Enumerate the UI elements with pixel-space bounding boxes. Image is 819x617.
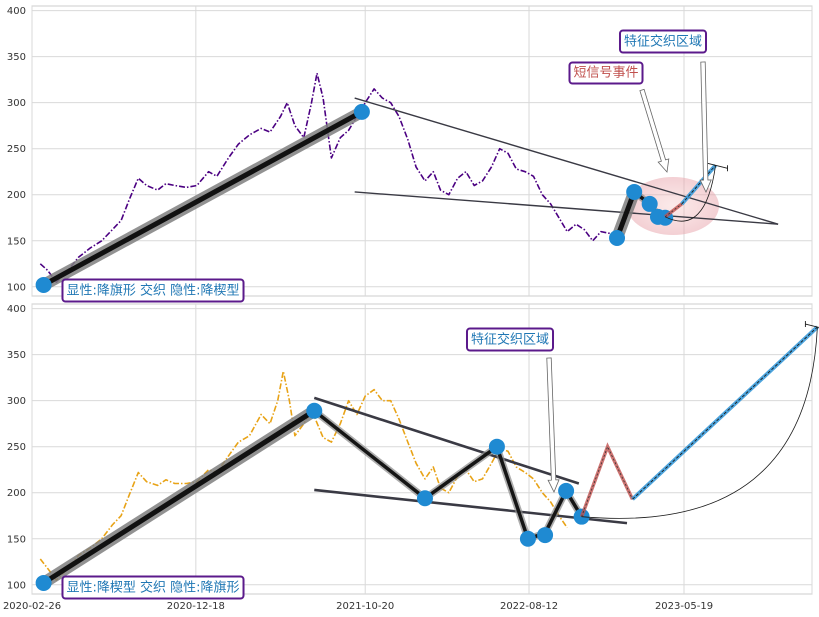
short-signal-label-frame: [568, 61, 644, 85]
pattern-leg: [41, 109, 365, 288]
y-tick-label: 350: [7, 350, 26, 361]
panel-top: 100 150 200 250 300 350 400 显性:降旗形 交织 隐性:降楔型 特征…: [7, 5, 813, 303]
x-tick-label: 2020-12-18: [167, 601, 225, 612]
feature-zone-arrow-bottom: [546, 357, 560, 493]
feature-zone-label-top: 特征交织区域: [618, 29, 708, 54]
feature-zone-arrow-top: [699, 61, 712, 193]
y-tick-label: 150: [7, 236, 26, 247]
target-bar: [805, 323, 819, 328]
feature-zone-label-bottom-frame: [465, 327, 555, 352]
projection-down-core: [581, 445, 633, 517]
y-tick-label: 250: [7, 144, 26, 155]
y-tick-label: 350: [7, 52, 26, 63]
price-series-top: [39, 72, 618, 284]
pattern-label-top: 显性:降旗形 交织 隐性:降楔型: [61, 278, 245, 303]
x-tick-label: 2022-08-12: [500, 601, 558, 612]
pattern-point: [35, 574, 52, 591]
pattern-point: [537, 527, 554, 544]
price-line: [39, 370, 568, 582]
x-axis-bottom: 2020-02-26 2020-12-18 2021-10-20 2022-08-12…: [3, 601, 713, 612]
trend-line: [354, 191, 779, 225]
x-tick-label: 2023-05-19: [655, 601, 713, 612]
pattern-leg: [614, 189, 637, 241]
panel-top-frame: [31, 5, 813, 297]
feature-zone-label-bottom-text: 特征交织区域: [471, 332, 549, 348]
projection-up-core: [632, 326, 818, 500]
x-tick-label: 2021-10-20: [336, 601, 394, 612]
y-tick-label: 200: [7, 190, 26, 201]
pattern-point: [35, 276, 52, 293]
y-tick-label: 400: [7, 304, 26, 315]
projection-down-core: [664, 203, 683, 218]
short-signal-arrow: [639, 88, 670, 173]
y-tick-label: 400: [7, 6, 26, 17]
price-series-bottom: [39, 370, 568, 582]
y-axis-top: 100 150 200 250 300 350 400: [7, 6, 26, 293]
trend-line: [354, 97, 779, 225]
price-line: [39, 72, 618, 284]
trend-line: [313, 396, 580, 485]
panel-bottom-frame: [31, 303, 813, 595]
annotations-bottom: 显性:降楔型 交织 隐性:降旗形 特征交织区域: [61, 327, 560, 600]
pattern-point: [519, 530, 536, 547]
signal-zone-highlight: [627, 177, 719, 235]
feature-zone-label-top-text: 特征交织区域: [624, 34, 702, 50]
pattern-label-top-frame: [61, 278, 245, 303]
pattern-point: [558, 482, 575, 499]
y-tick-label: 250: [7, 442, 26, 453]
pattern-point: [488, 438, 505, 455]
projection-arc: [581, 326, 818, 519]
y-tick-label: 300: [7, 396, 26, 407]
trend-lines-top: [354, 97, 779, 225]
pattern-label-top-text: 显性:降旗形 交织 隐性:降楔型: [66, 283, 239, 299]
projection-up-core: [681, 165, 716, 205]
pattern-leg: [41, 408, 317, 586]
y-tick-label: 150: [7, 534, 26, 545]
pattern-label-bottom: 显性:降楔型 交织 隐性:降旗形: [61, 575, 245, 600]
pattern-point: [353, 103, 370, 120]
y-tick-label: 200: [7, 488, 26, 499]
feature-zone-label-top-frame: [618, 29, 708, 54]
panel-bottom: 100 150 200 250 300 350 400 2020-02-26 2020-12-…: [3, 303, 819, 612]
pattern-label-bottom-frame: [61, 575, 245, 600]
pattern-point: [609, 230, 626, 246]
y-tick-label: 100: [7, 282, 26, 293]
feature-zone-label-bottom: 特征交织区域: [465, 327, 555, 352]
projection-top: [664, 159, 728, 222]
x-tick-label: 2020-02-26: [3, 601, 61, 612]
pattern-point: [641, 195, 658, 212]
pattern-point: [626, 183, 643, 200]
y-tick-label: 100: [7, 580, 26, 591]
pattern-bottom: [35, 402, 590, 591]
short-signal-label-text: 短信号事件: [573, 66, 638, 81]
y-axis-bottom: 100 150 200 250 300 350 400: [7, 304, 26, 591]
projection-arc: [665, 165, 716, 222]
pattern-point: [416, 490, 433, 507]
short-signal-label: 短信号事件: [568, 61, 644, 85]
projection-bottom: [579, 321, 819, 519]
y-tick-label: 300: [7, 98, 26, 109]
pattern-top: [35, 103, 674, 293]
pattern-label-bottom-text: 显性:降楔型 交织 隐性:降旗形: [66, 580, 239, 596]
pattern-point: [306, 402, 323, 419]
